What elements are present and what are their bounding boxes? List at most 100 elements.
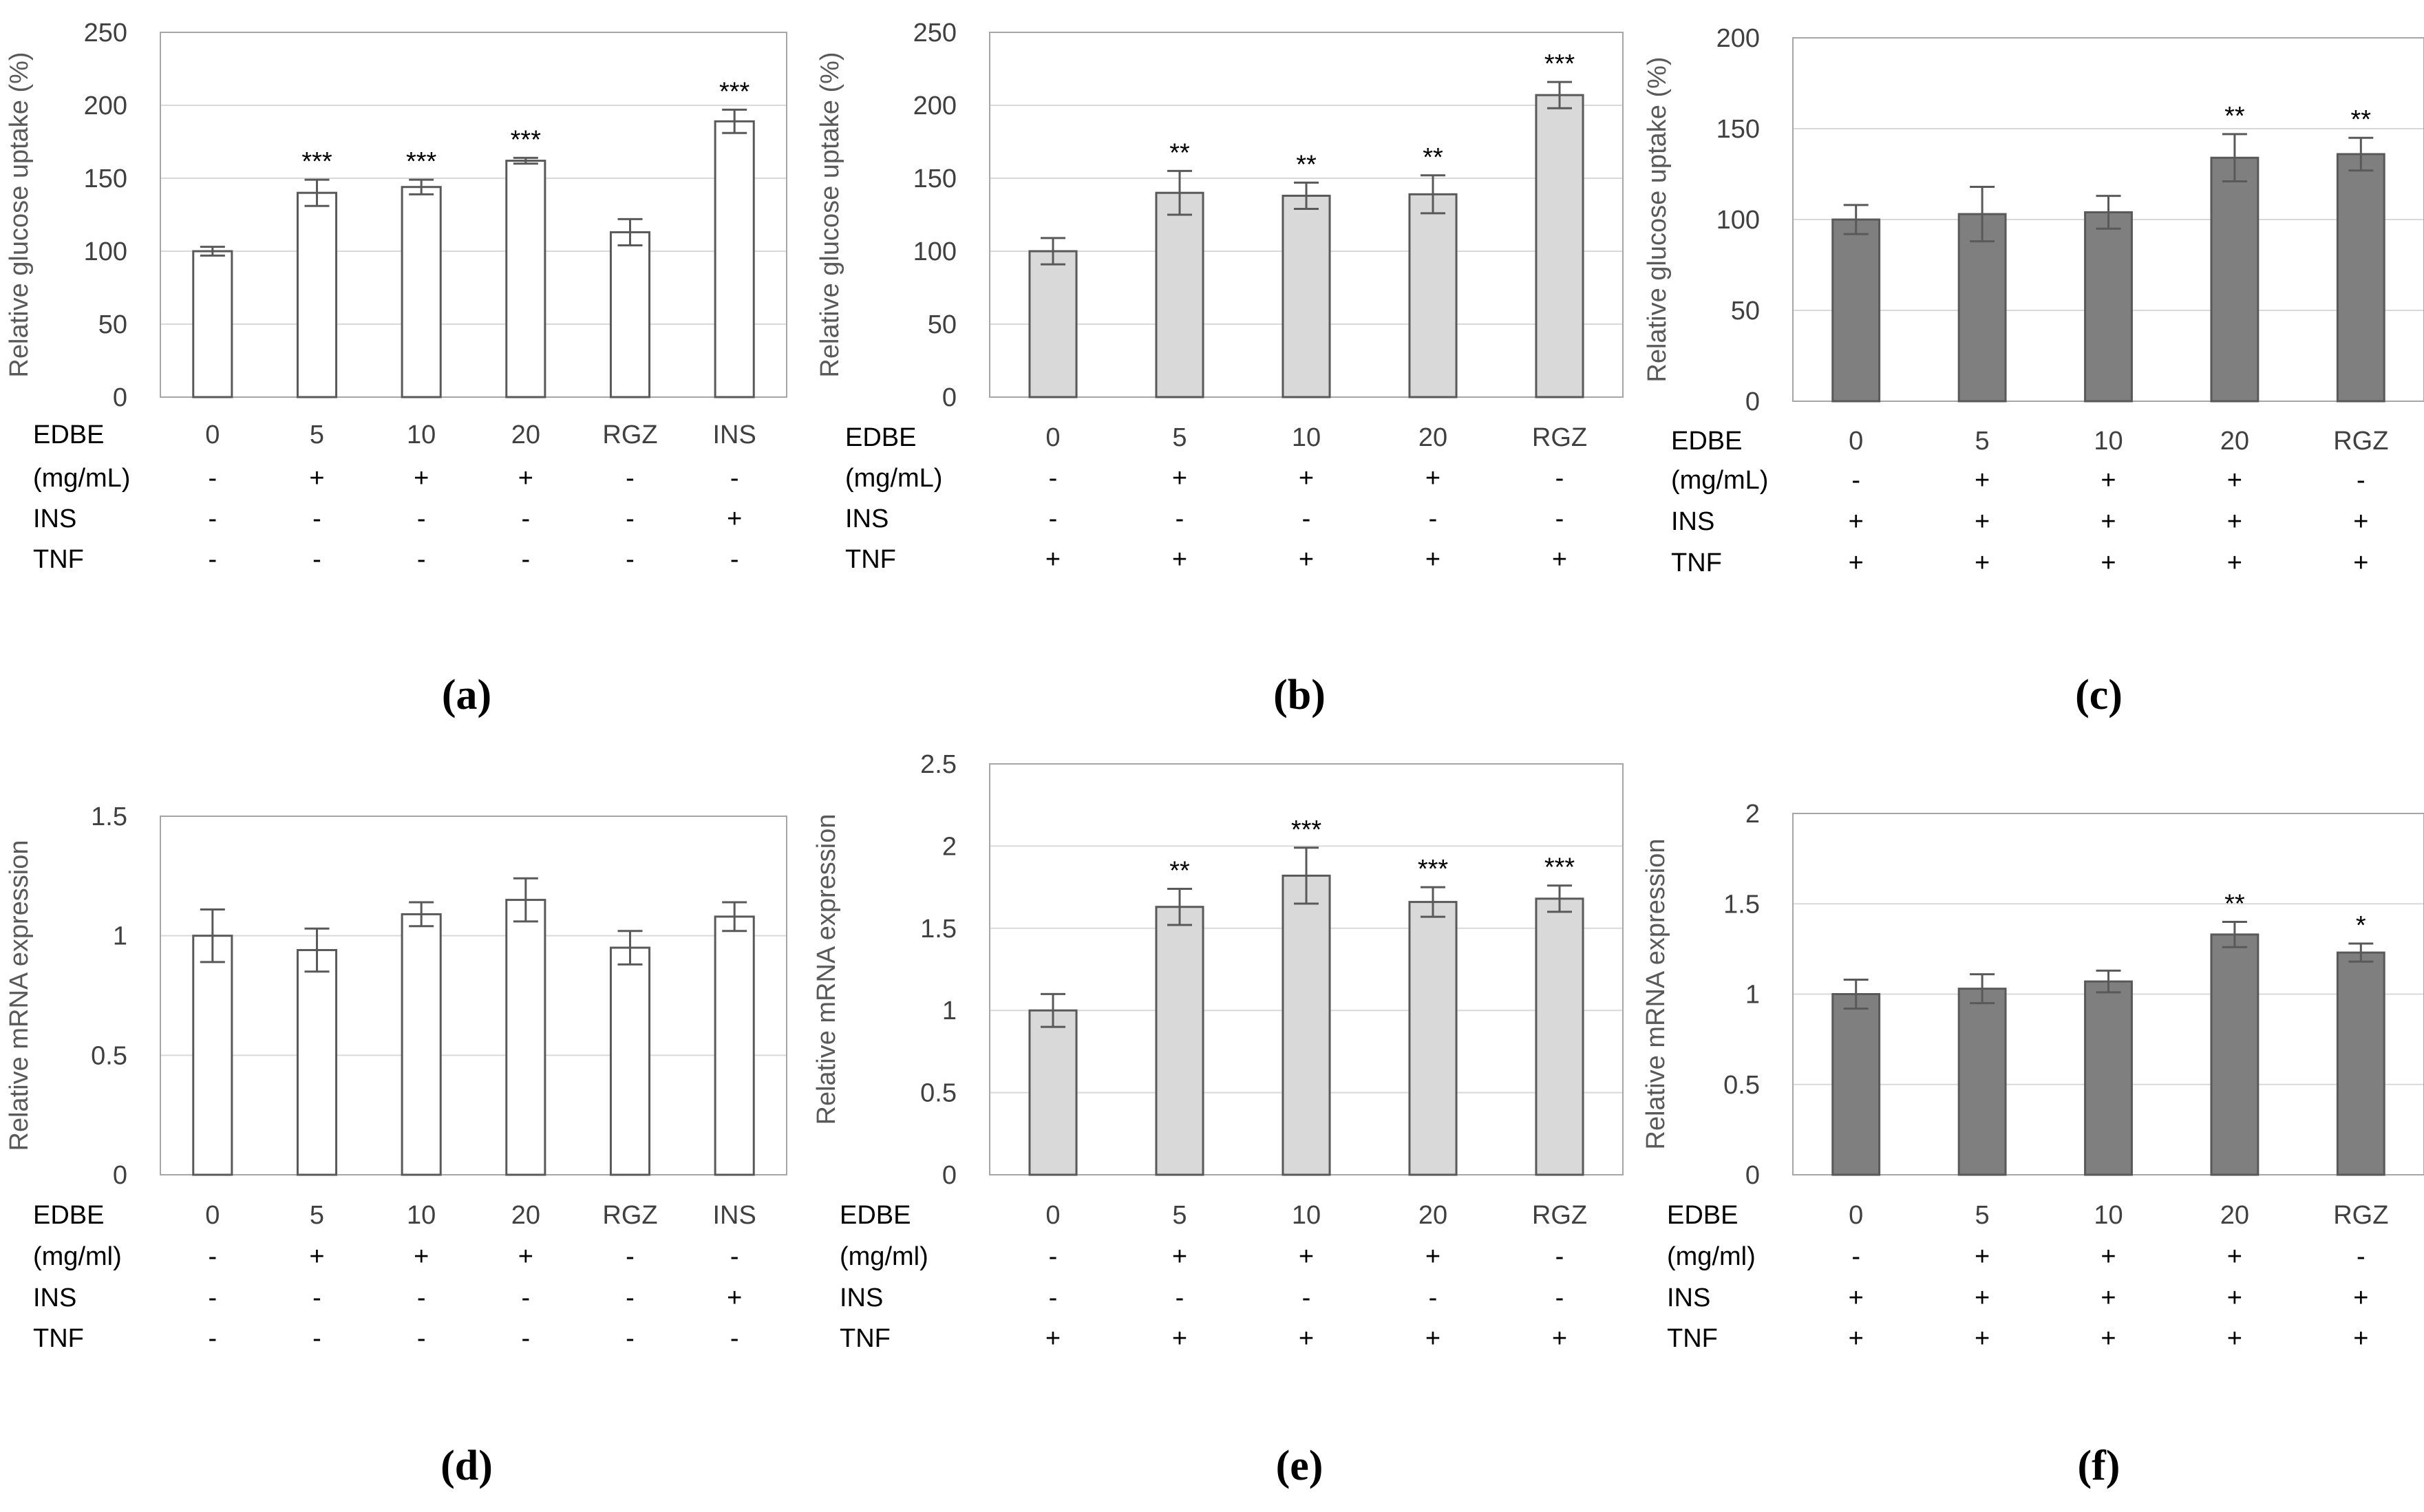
bar	[1535, 897, 1584, 1176]
condition-label: INS	[1671, 507, 1714, 536]
y-tick-label: 2	[1745, 800, 1760, 829]
bar	[401, 913, 442, 1176]
bar	[1408, 901, 1458, 1176]
y-tick-label: 0.5	[91, 1041, 127, 1070]
bar	[609, 231, 651, 398]
x-tick-label: 20	[2220, 1201, 2249, 1230]
bar	[1028, 250, 1078, 398]
condition-label: INS	[33, 504, 76, 533]
condition-value: -	[209, 1324, 217, 1353]
bar	[1282, 874, 1331, 1176]
condition-value: +	[1849, 549, 1864, 577]
panel-label: (f)	[2078, 1442, 2120, 1489]
condition-value: +	[1299, 1242, 1314, 1271]
plot-area-frame	[160, 816, 787, 1175]
x-tick-label: 10	[2094, 1201, 2123, 1230]
condition-value: +	[1975, 507, 1990, 536]
condition-label: TNF	[1667, 1324, 1718, 1353]
y-tick-label: 2.5	[920, 750, 957, 779]
condition-label: EDBE	[33, 420, 104, 449]
condition-value: +	[2227, 1284, 2242, 1312]
condition-label: EDBE	[840, 1201, 911, 1230]
condition-value: +	[1552, 1324, 1567, 1353]
condition-value: -	[417, 1284, 426, 1312]
y-tick-label: 100	[84, 237, 127, 266]
condition-label: EDBE	[1667, 1201, 1738, 1230]
y-tick-label: 150	[913, 164, 957, 193]
condition-value: -	[2357, 1242, 2365, 1271]
y-axis-title: Relative glucose uptake (%)	[1643, 56, 1672, 382]
bar	[2210, 933, 2260, 1176]
y-axis-title: Relative glucose uptake (%)	[5, 52, 34, 377]
condition-value: -	[626, 1284, 635, 1312]
condition-value: +	[518, 1242, 533, 1271]
condition-value: -	[1302, 504, 1311, 533]
bar	[1155, 906, 1204, 1176]
x-tick-label: 20	[511, 1201, 540, 1230]
condition-label: INS	[845, 504, 889, 533]
y-tick-label: 0	[113, 383, 127, 412]
y-tick-label: 0	[113, 1161, 127, 1190]
y-tick-label: 150	[84, 164, 127, 193]
condition-value: +	[309, 1242, 324, 1271]
y-tick-label: 150	[1716, 115, 1760, 144]
y-tick-label: 1	[1745, 981, 1760, 1010]
condition-value: -	[209, 1284, 217, 1312]
x-tick-label: 20	[511, 420, 540, 449]
significance-marker: ***	[1544, 853, 1575, 882]
condition-value: +	[1425, 464, 1440, 493]
x-tick-label: 5	[1172, 1201, 1187, 1230]
x-tick-label: 5	[310, 1201, 324, 1230]
y-tick-label: 0	[1745, 1161, 1760, 1190]
y-tick-label: 0.5	[1723, 1071, 1760, 1100]
y-tick-label: 1.5	[91, 802, 127, 831]
x-tick-label: 10	[407, 420, 436, 449]
condition-value: -	[626, 1324, 635, 1353]
condition-value: -	[1429, 504, 1438, 533]
x-tick-label: 5	[1975, 427, 1990, 456]
y-tick-label: 0	[942, 383, 957, 412]
bar	[2210, 156, 2260, 403]
bar	[2336, 951, 2385, 1176]
condition-value: +	[1425, 545, 1440, 574]
condition-value: +	[1425, 1242, 1440, 1271]
y-tick-label: 1	[942, 997, 957, 1025]
condition-value: -	[1302, 1284, 1311, 1312]
x-tick-label: 5	[1172, 423, 1187, 452]
condition-value: +	[1045, 545, 1061, 574]
condition-value: +	[727, 504, 742, 533]
panel-label: (c)	[2075, 672, 2123, 718]
condition-label: EDBE	[33, 1201, 104, 1230]
bar	[1408, 193, 1458, 398]
condition-value: +	[2101, 1324, 2116, 1353]
panel-label: (e)	[1276, 1442, 1323, 1489]
condition-label: (mg/mL)	[845, 464, 942, 493]
condition-value: -	[1049, 1284, 1058, 1312]
condition-value: +	[2101, 507, 2116, 536]
bar	[296, 191, 338, 398]
y-axis-title: Relative mRNA expression	[1641, 839, 1670, 1150]
bar	[505, 899, 546, 1176]
y-axis-title: Relative mRNA expression	[5, 840, 34, 1151]
bar	[1028, 1009, 1078, 1176]
condition-label: TNF	[845, 545, 896, 574]
x-tick-label: 0	[1849, 427, 1863, 456]
significance-marker: **	[1423, 143, 1443, 172]
x-tick-label: RGZ	[2333, 1201, 2388, 1230]
x-tick-label: 20	[1418, 1201, 1447, 1230]
panel-label: (a)	[442, 672, 491, 718]
condition-value: -	[1429, 1284, 1438, 1312]
condition-value: +	[2353, 1324, 2368, 1353]
y-tick-label: 50	[98, 310, 127, 339]
x-tick-label: INS	[712, 420, 756, 449]
panel-label: (b)	[1273, 672, 1326, 718]
condition-label: INS	[840, 1284, 883, 1312]
condition-label: (mg/ml)	[33, 1242, 122, 1271]
condition-label: TNF	[1671, 549, 1722, 577]
significance-marker: ***	[511, 125, 542, 154]
y-tick-label: 100	[913, 237, 957, 266]
y-tick-label: 100	[1716, 206, 1760, 235]
x-tick-label: RGZ	[2333, 427, 2388, 456]
